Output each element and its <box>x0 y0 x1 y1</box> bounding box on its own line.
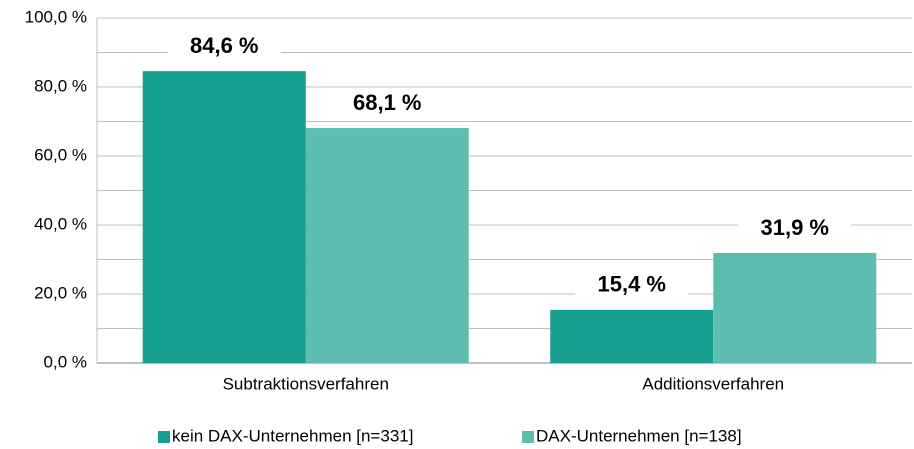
value-label: 15,4 % <box>598 272 667 297</box>
y-tick-label: 20,0 % <box>34 283 87 302</box>
legend-label: kein DAX-Unternehmen [n=331] <box>172 426 413 445</box>
y-tick-label: 100,0 % <box>25 7 87 26</box>
value-label: 84,6 % <box>190 33 259 58</box>
value-label-bg <box>575 270 689 301</box>
bar <box>142 71 306 363</box>
bar <box>713 252 877 363</box>
bar <box>305 128 469 363</box>
legend-swatch <box>158 431 170 443</box>
value-label-bg <box>330 89 444 120</box>
value-label-bg <box>167 32 281 63</box>
value-label-bg <box>738 213 852 244</box>
x-tick-label: Subtraktionsverfahren <box>223 374 389 393</box>
y-tick-label: 40,0 % <box>34 214 87 233</box>
legend-swatch <box>522 431 534 443</box>
y-tick-label: 0,0 % <box>44 352 87 371</box>
y-tick-label: 60,0 % <box>34 145 87 164</box>
x-tick-label: Additionsverfahren <box>642 374 784 393</box>
legend-label: DAX-Unternehmen [n=138] <box>536 426 742 445</box>
value-label: 31,9 % <box>761 215 830 240</box>
y-tick-label: 80,0 % <box>34 76 87 95</box>
value-label: 68,1 % <box>353 90 422 115</box>
bar <box>550 309 714 363</box>
